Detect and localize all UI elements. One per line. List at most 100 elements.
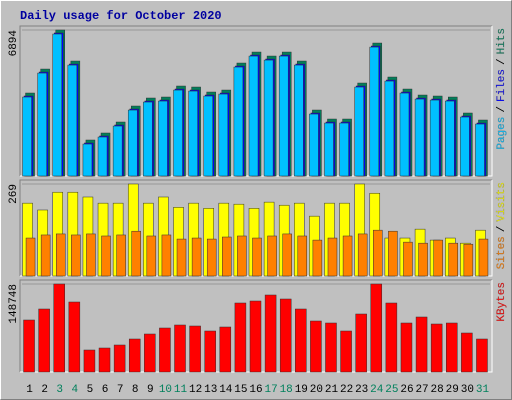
bar [113, 344, 126, 373]
bar [68, 301, 81, 373]
legend-entry: Sites [496, 236, 508, 269]
bar [342, 235, 353, 277]
bar [128, 338, 141, 373]
x-tick-label: 20 [310, 384, 323, 396]
bar [98, 347, 111, 373]
x-tick-label: 7 [117, 384, 124, 396]
bar [430, 323, 443, 373]
x-tick-label: 30 [461, 384, 474, 396]
bar [37, 72, 47, 177]
x-tick-label: 25 [385, 384, 398, 396]
y-tick-label: 148748 [8, 284, 20, 324]
bar [55, 233, 66, 277]
bar [219, 326, 232, 373]
legend-entry: KBytes [496, 282, 508, 322]
x-tick-label: 24 [370, 384, 384, 396]
bar [418, 242, 428, 277]
legend-separator: / [496, 106, 508, 113]
bar [400, 322, 413, 373]
bar [191, 237, 202, 277]
x-tick-label: 3 [56, 384, 63, 396]
bar [414, 98, 425, 177]
bar [86, 233, 96, 277]
bar [297, 235, 308, 277]
x-tick-label: 18 [280, 384, 293, 396]
bar [22, 96, 32, 177]
y-tick-label: 269 [8, 184, 20, 204]
legend: Sites / Visits [496, 182, 508, 269]
x-tick-label: 2 [41, 384, 48, 396]
bar [83, 349, 96, 373]
bar [146, 235, 157, 277]
bar [373, 229, 383, 277]
bar [67, 64, 78, 177]
bar [448, 242, 459, 277]
bar [355, 313, 367, 373]
bar [446, 322, 458, 373]
bar [278, 55, 289, 177]
x-tick-label: 10 [159, 384, 172, 396]
legend-separator: / [496, 58, 508, 65]
x-tick-label: 16 [249, 384, 262, 396]
legend-entry: Hits [496, 28, 508, 54]
legend-entry: Files [496, 69, 508, 102]
legend-entry: Pages [496, 117, 508, 150]
bar [71, 234, 81, 277]
legend: Pages / Files / Hits [496, 28, 508, 150]
bar [97, 136, 108, 177]
bar [234, 302, 247, 373]
bar [252, 237, 262, 277]
bar [222, 236, 232, 277]
x-tick-label: 13 [204, 384, 217, 396]
bar [159, 327, 171, 373]
bar [143, 101, 153, 177]
x-tick-label: 27 [415, 384, 428, 396]
bar [248, 55, 259, 177]
bar [295, 308, 307, 373]
x-tick-label: 17 [264, 384, 277, 396]
x-tick-label: 12 [189, 384, 202, 396]
bar [38, 308, 50, 373]
bar [249, 300, 262, 373]
bar [282, 233, 292, 277]
bar [461, 332, 473, 373]
bar [158, 100, 168, 177]
bar [82, 143, 93, 177]
bar [144, 333, 156, 373]
x-tick-label: 15 [234, 384, 247, 396]
bar [370, 283, 383, 373]
legend-separator: / [496, 226, 508, 233]
bar [339, 122, 349, 177]
bar [218, 93, 229, 177]
bar [40, 234, 51, 277]
legend-entry: Visits [496, 182, 508, 222]
chart-title: Daily usage for October 2020 [20, 9, 222, 23]
bar [476, 338, 488, 373]
x-tick-label: 22 [340, 384, 353, 396]
bar [233, 66, 244, 177]
x-tick-label: 26 [400, 384, 413, 396]
bar [188, 90, 198, 177]
bar [429, 99, 440, 177]
bar [460, 116, 470, 177]
x-tick-label: 14 [219, 384, 233, 396]
bar [445, 100, 455, 177]
bar [204, 330, 216, 373]
y-tick-label: 6894 [8, 30, 20, 57]
x-tick-label: 23 [355, 384, 368, 396]
bar [399, 92, 410, 177]
bar [23, 319, 35, 373]
bar [267, 235, 277, 277]
bar [415, 316, 428, 373]
bar [357, 233, 368, 277]
x-tick-label: 5 [87, 384, 94, 396]
plot-bevel-dark [19, 279, 492, 372]
bar [463, 243, 474, 277]
x-tick-label: 8 [132, 384, 139, 396]
x-tick-label: 6 [102, 384, 109, 396]
bar [53, 283, 65, 373]
x-tick-label: 11 [174, 384, 188, 396]
bar [174, 324, 186, 373]
x-tick-label: 31 [476, 384, 490, 396]
